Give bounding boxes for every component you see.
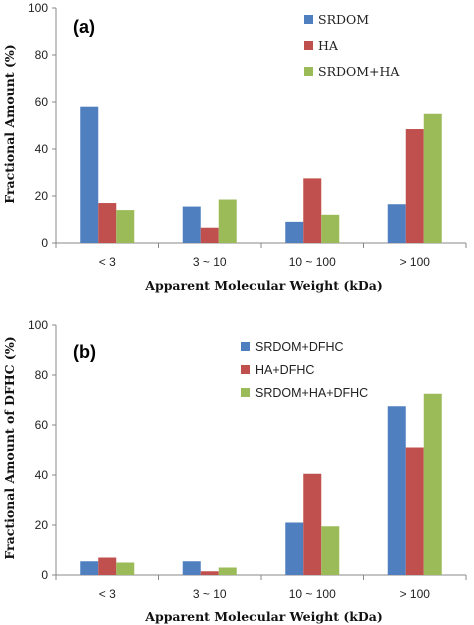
bar: [423, 113, 442, 243]
bar: [321, 526, 340, 575]
legend-label: SRDOM+DFHC: [255, 340, 344, 354]
panel-label: (b): [73, 342, 96, 362]
legend-label: HA: [318, 38, 339, 53]
legend-label: SRDOM: [318, 12, 369, 27]
y-ticks: 0 20 40 60 80 100: [28, 318, 56, 582]
y-tick-label: 40: [35, 468, 49, 482]
legend-swatch: [304, 15, 313, 24]
bar: [387, 406, 406, 575]
chart-panel-b: Fractional Amount of DFHC (%) Apparent M…: [2, 318, 467, 624]
x-tick-label: < 3: [99, 255, 116, 269]
bar: [116, 210, 135, 243]
legend-label: HA+DFHC: [255, 363, 314, 377]
x-tick-label: 10 ~ 100: [289, 587, 336, 601]
bar: [303, 178, 322, 243]
x-tick-label: 3 ~ 10: [193, 255, 227, 269]
y-axis-title: Fractional Amount of DFHC (%): [2, 336, 17, 559]
y-tick-label: 80: [35, 368, 49, 382]
bar: [116, 562, 135, 575]
legend: SRDOM HA SRDOM+HA: [304, 12, 400, 79]
legend-label: SRDOM+HA+DFHC: [255, 386, 368, 400]
y-tick-label: 80: [35, 48, 49, 62]
bars: [80, 393, 442, 575]
x-ticks: < 3 3 ~ 10 10 ~ 100 > 100: [55, 243, 467, 269]
y-tick-label: 20: [35, 189, 49, 203]
y-tick-label: 0: [41, 568, 48, 582]
y-axis-title: Fractional Amount (%): [2, 44, 17, 203]
x-tick-label: 10 ~ 100: [289, 255, 336, 269]
y-tick-label: 0: [41, 236, 48, 250]
bar: [303, 473, 322, 575]
legend-swatch: [304, 67, 313, 76]
x-axis-title: Apparent Molecular Weight (kDa): [144, 609, 383, 624]
bar: [98, 203, 117, 243]
y-tick-label: 60: [35, 95, 49, 109]
legend-swatch: [304, 41, 313, 50]
legend-swatch: [241, 365, 250, 374]
y-tick-label: 100: [28, 318, 48, 332]
bar: [405, 129, 424, 243]
x-ticks: < 3 3 ~ 10 10 ~ 100 > 100: [55, 575, 467, 601]
bar: [98, 557, 117, 575]
bars: [80, 106, 442, 243]
bar: [285, 522, 304, 575]
legend-swatch: [241, 342, 250, 351]
bar: [182, 206, 201, 243]
bar: [218, 567, 237, 575]
chart-panel-a: Fractional Amount (%) Apparent Molecular…: [2, 1, 467, 293]
x-tick-label: > 100: [400, 587, 431, 601]
x-tick-label: < 3: [99, 587, 116, 601]
bar: [423, 393, 442, 575]
y-tick-label: 20: [35, 518, 49, 532]
y-ticks: 0 20 40 60 80 100: [28, 1, 56, 250]
bar: [285, 221, 304, 243]
bar: [321, 214, 340, 243]
bar: [200, 571, 219, 575]
legend-label: SRDOM+HA: [318, 64, 400, 79]
y-tick-label: 40: [35, 142, 49, 156]
legend: SRDOM+DFHC HA+DFHC SRDOM+HA+DFHC: [241, 340, 368, 400]
bar: [387, 204, 406, 243]
x-tick-label: 3 ~ 10: [193, 587, 227, 601]
legend-swatch: [241, 388, 250, 397]
bar: [200, 227, 219, 243]
bar: [80, 561, 99, 575]
bar: [182, 561, 201, 575]
x-axis-title: Apparent Molecular Weight (kDa): [144, 278, 383, 293]
y-tick-label: 60: [35, 418, 49, 432]
x-tick-label: > 100: [400, 255, 431, 269]
panel-label: (a): [73, 17, 95, 37]
y-tick-label: 100: [28, 1, 48, 15]
bar: [218, 199, 237, 243]
bar: [405, 447, 424, 575]
bar: [80, 106, 99, 243]
